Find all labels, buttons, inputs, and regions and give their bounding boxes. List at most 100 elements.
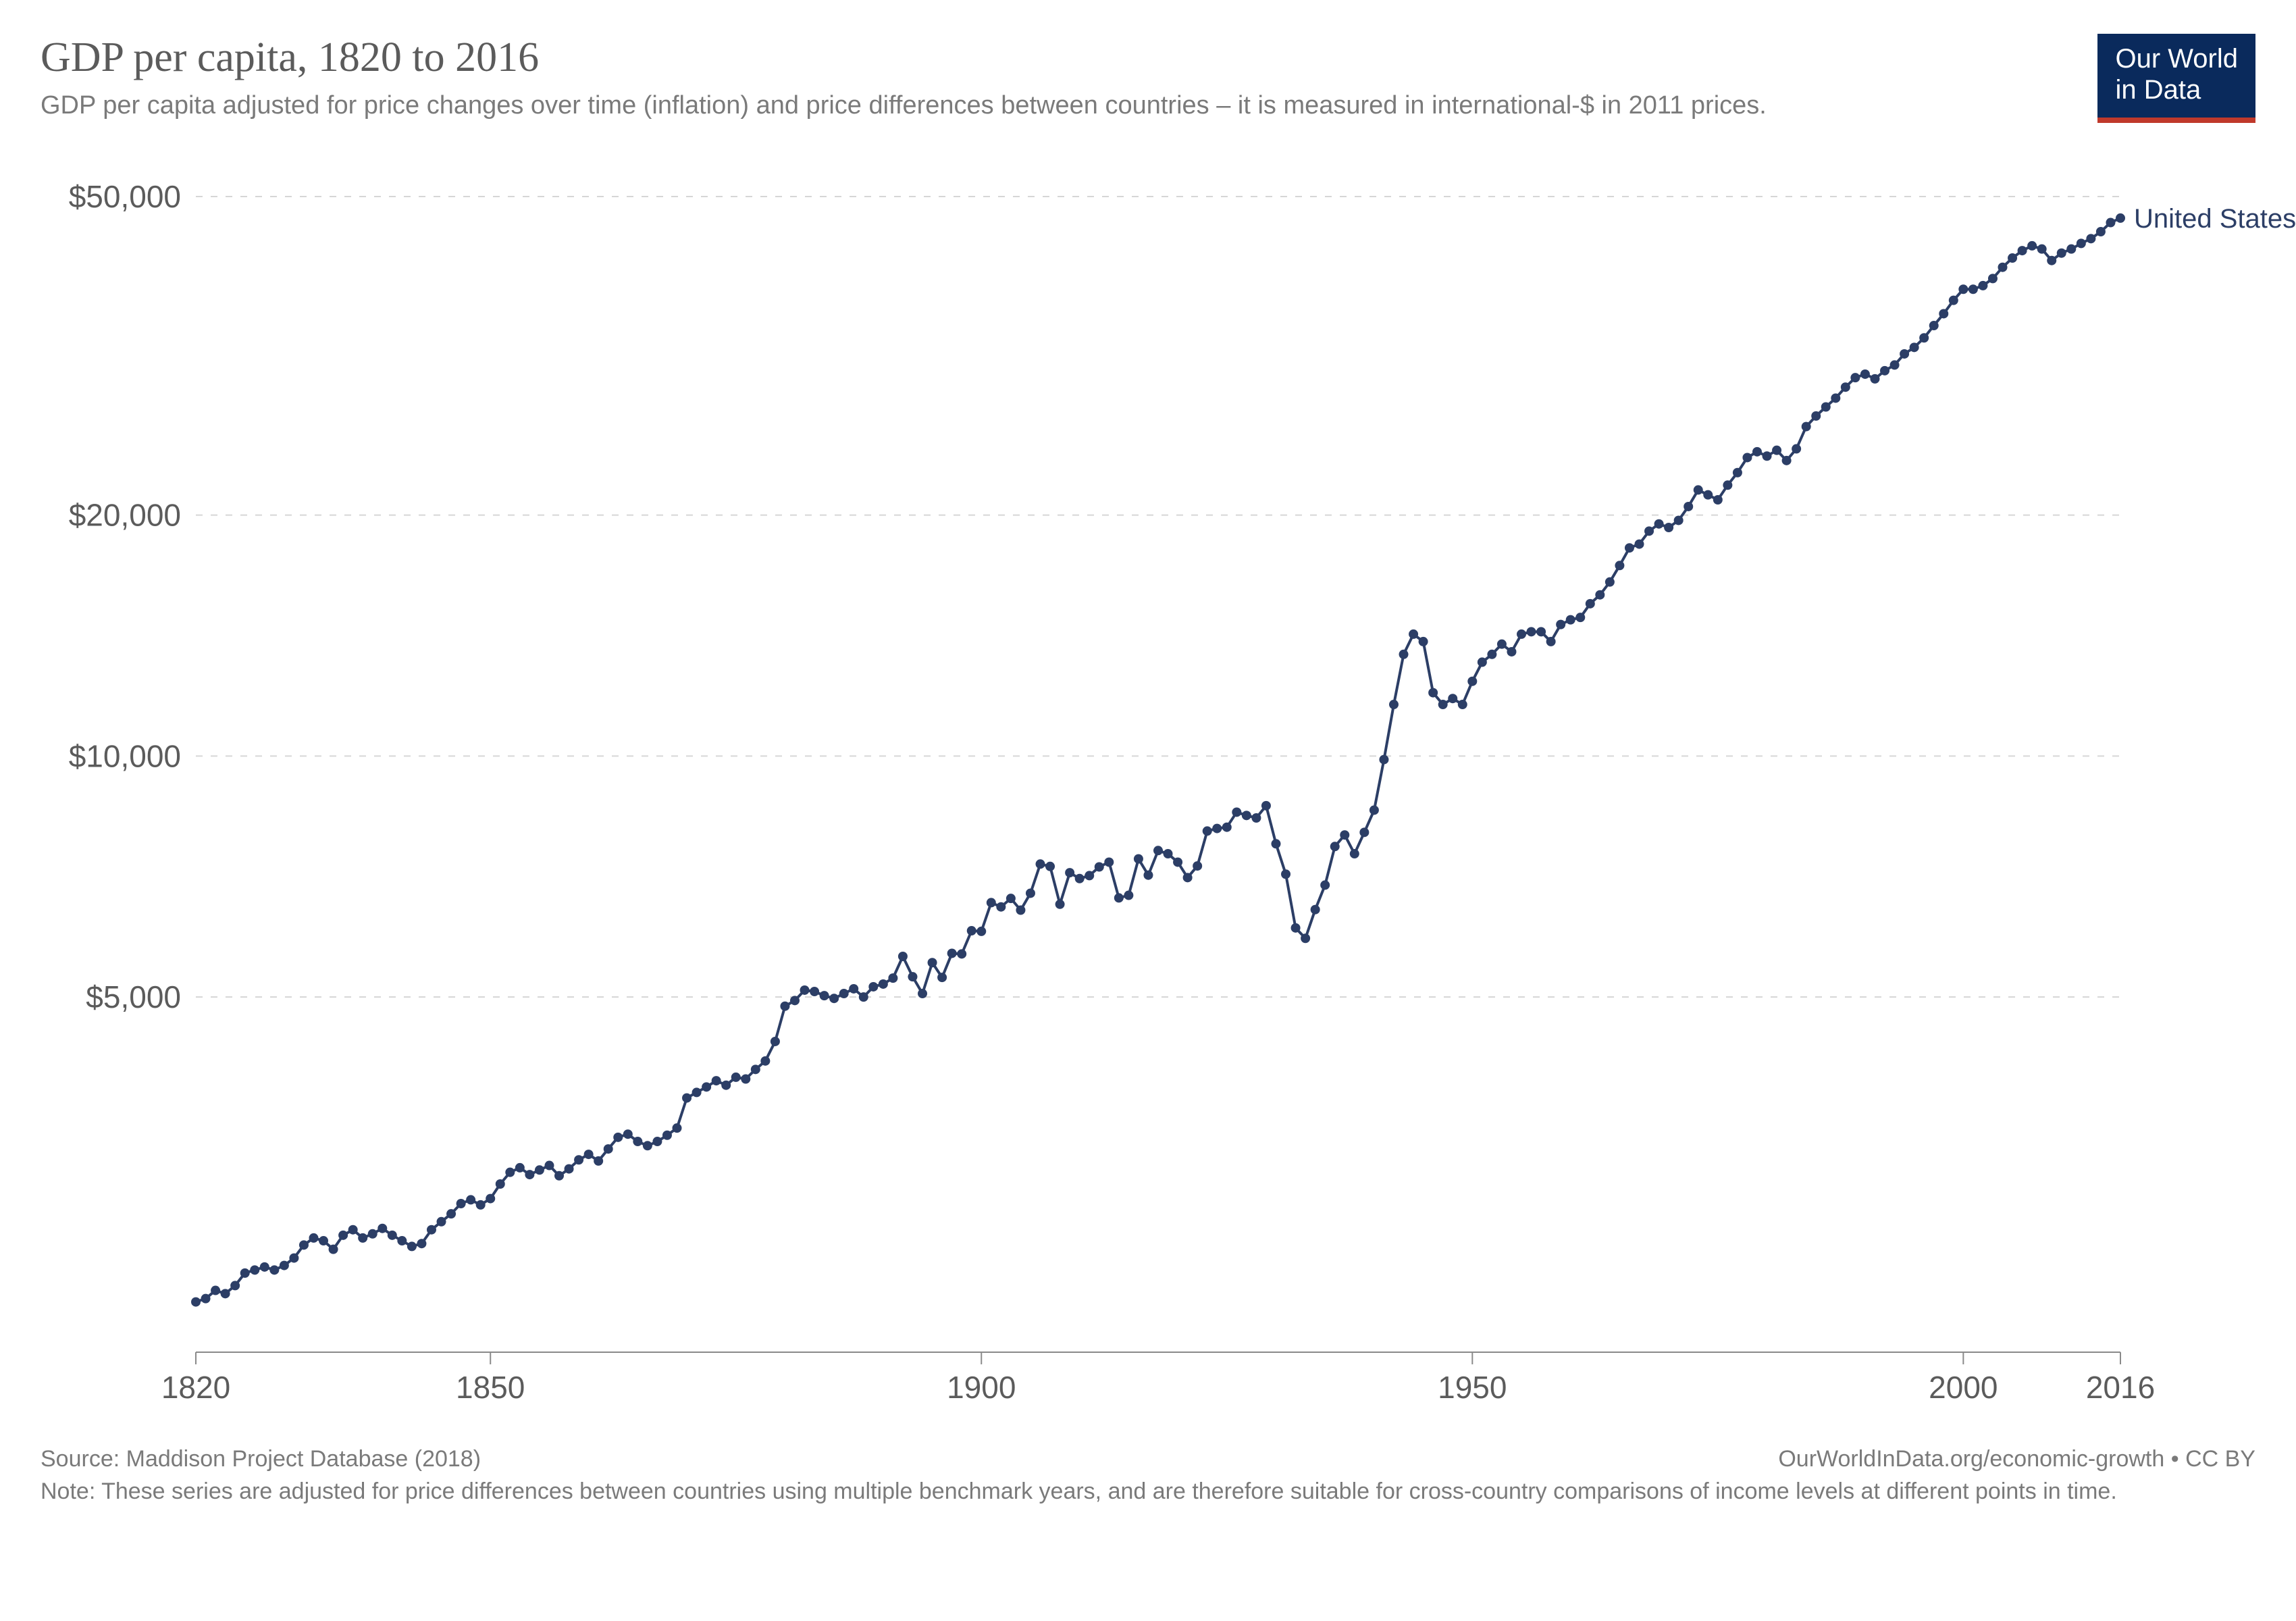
data-marker [888,973,897,983]
data-marker [721,1081,731,1090]
y-tick-label: $10,000 [69,739,181,774]
series-line [196,218,2120,1302]
title-block: GDP per capita, 1820 to 2016 GDP per cap… [41,34,2097,123]
data-marker [1860,369,1870,379]
data-marker [1870,374,1879,384]
data-marker [1448,694,1457,704]
data-marker [1055,900,1065,909]
owid-logo: Our World in Data [2097,34,2255,123]
data-marker [1556,620,1565,629]
footer: Source: Maddison Project Database (2018)… [41,1443,2255,1508]
data-marker [673,1123,682,1133]
data-marker [1742,453,1752,463]
data-marker [1026,889,1035,898]
data-marker [1428,688,1438,698]
data-marker [1978,281,1987,290]
data-marker [496,1179,505,1189]
data-marker [565,1164,574,1174]
data-marker [1291,923,1301,933]
x-tick-label: 1900 [947,1370,1016,1405]
data-marker [1713,495,1723,505]
data-marker [476,1200,486,1210]
x-tick-label: 1820 [161,1370,230,1405]
data-marker [957,950,966,959]
attribution-text: OurWorldInData.org/economic-growth • CC … [1778,1443,2255,1476]
data-marker [1998,263,2008,272]
data-marker [338,1231,348,1240]
data-marker [2057,249,2066,258]
data-marker [741,1075,750,1084]
y-tick-label: $50,000 [69,179,181,214]
data-marker [1841,382,1850,392]
data-marker [1703,490,1713,500]
data-marker [751,1065,760,1075]
data-marker [1939,309,1948,319]
data-marker [1507,647,1516,657]
data-marker [937,973,947,982]
data-marker [1487,650,1496,659]
data-marker [269,1266,279,1275]
data-marker [2047,256,2056,265]
data-marker [1792,444,1801,454]
data-marker [652,1137,662,1146]
data-marker [544,1161,554,1170]
data-marker [280,1261,289,1270]
data-marker [594,1156,603,1166]
data-marker [456,1199,466,1208]
data-marker [760,1056,770,1066]
data-marker [486,1194,495,1204]
data-marker [2037,245,2047,254]
data-marker [417,1239,426,1249]
data-marker [662,1131,672,1140]
data-marker [1124,891,1133,900]
data-marker [1684,502,1693,511]
data-marker [1517,629,1526,639]
data-marker [260,1262,269,1272]
data-marker [987,898,996,908]
data-marker [427,1225,436,1235]
data-marker [1595,590,1604,600]
data-marker [1527,627,1536,637]
data-marker [967,926,976,935]
data-marker [1203,827,1212,836]
data-marker [643,1141,652,1151]
y-tick-label: $5,000 [86,979,181,1014]
data-marker [348,1225,358,1235]
data-marker [1664,523,1673,532]
data-marker [1605,577,1615,587]
data-marker [1497,640,1507,649]
data-marker [1232,808,1241,817]
data-marker [731,1073,741,1082]
data-marker [505,1168,515,1177]
chart-subtitle: GDP per capita adjusted for price change… [41,88,1796,123]
data-marker [682,1093,692,1103]
data-marker [947,949,957,958]
data-marker [1546,637,1556,646]
data-marker [1036,860,1045,869]
data-marker [996,902,1006,912]
data-marker [1575,613,1585,622]
data-marker [1016,906,1025,915]
data-marker [319,1236,328,1245]
data-marker [1419,637,1428,646]
data-marker [1193,861,1202,871]
data-marker [1949,296,1958,305]
data-marker [604,1144,613,1154]
data-marker [1811,411,1821,421]
data-marker [515,1163,525,1173]
data-marker [790,996,800,1006]
data-marker [1143,871,1153,880]
data-marker [1164,849,1173,858]
data-marker [1566,615,1575,625]
data-marker [859,992,868,1002]
chart-area: $5,000$10,000$20,000$50,0001820185019001… [41,150,2255,1423]
data-marker [1694,486,1703,495]
header: GDP per capita, 1820 to 2016 GDP per cap… [41,34,2255,123]
data-marker [928,958,937,968]
data-marker [623,1130,633,1139]
data-marker [1114,894,1124,903]
data-marker [397,1236,407,1245]
data-marker [2008,253,2017,263]
data-marker [1340,830,1349,840]
data-marker [1654,519,1664,529]
